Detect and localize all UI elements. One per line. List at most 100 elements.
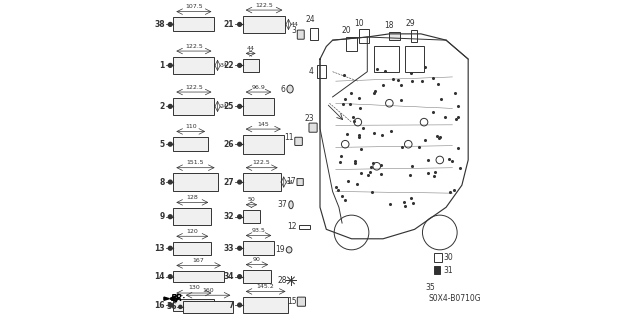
Point — [372, 67, 382, 72]
Text: 151.5: 151.5 — [187, 160, 204, 165]
Bar — [346, 37, 357, 51]
Point — [370, 89, 380, 94]
Point — [453, 104, 463, 109]
Bar — [243, 297, 289, 313]
Text: 160: 160 — [202, 288, 214, 293]
FancyBboxPatch shape — [298, 297, 305, 306]
Text: 30: 30 — [443, 253, 452, 262]
Point — [407, 164, 417, 169]
Polygon shape — [164, 297, 170, 300]
Point — [432, 133, 442, 138]
Point — [354, 132, 364, 137]
Text: 34: 34 — [285, 180, 294, 185]
Point — [435, 134, 445, 139]
Text: 12: 12 — [287, 222, 297, 231]
Bar — [173, 57, 214, 74]
Point — [420, 65, 430, 70]
Point — [348, 118, 358, 123]
Point — [386, 128, 396, 133]
Text: 21: 21 — [224, 20, 234, 29]
Circle shape — [237, 215, 241, 219]
Point — [338, 101, 348, 106]
Text: 4: 4 — [308, 67, 313, 76]
Text: 8: 8 — [159, 178, 165, 187]
Point — [346, 90, 356, 95]
Circle shape — [237, 105, 241, 108]
Point — [350, 160, 360, 166]
Text: 90: 90 — [253, 257, 261, 262]
Text: 27: 27 — [223, 178, 234, 187]
Point — [396, 83, 406, 88]
Circle shape — [237, 23, 241, 26]
Point — [357, 125, 367, 130]
Text: 145: 145 — [257, 122, 269, 127]
Point — [433, 81, 443, 86]
Circle shape — [168, 275, 172, 278]
Point — [455, 165, 465, 170]
Point — [451, 90, 461, 95]
Circle shape — [179, 305, 182, 308]
Bar — [173, 208, 211, 226]
Point — [340, 197, 350, 203]
Text: 128: 128 — [186, 195, 198, 200]
Point — [417, 78, 427, 83]
Bar — [173, 173, 218, 191]
Point — [385, 201, 396, 206]
Text: 44: 44 — [291, 22, 298, 27]
Point — [366, 164, 376, 169]
Text: 29: 29 — [406, 19, 415, 28]
Text: 122.5: 122.5 — [185, 43, 203, 48]
Text: 26: 26 — [224, 140, 234, 149]
Point — [377, 133, 387, 138]
Point — [388, 76, 398, 81]
Text: 34: 34 — [224, 272, 234, 281]
Text: 14: 14 — [154, 272, 165, 281]
FancyBboxPatch shape — [298, 30, 304, 39]
Text: 6: 6 — [280, 85, 285, 93]
Bar — [434, 253, 442, 263]
Point — [369, 91, 380, 96]
Point — [408, 200, 418, 205]
Circle shape — [168, 142, 172, 146]
Text: 18: 18 — [385, 21, 394, 30]
Bar — [243, 270, 271, 283]
Bar — [389, 32, 401, 40]
Text: 96.9: 96.9 — [252, 85, 266, 90]
Text: 16: 16 — [154, 300, 165, 309]
Bar — [299, 225, 310, 229]
Point — [428, 109, 438, 115]
Text: 93.5: 93.5 — [252, 228, 266, 233]
Point — [345, 101, 355, 107]
Point — [433, 135, 444, 140]
Text: 36: 36 — [166, 302, 177, 311]
Point — [367, 160, 378, 165]
Point — [376, 162, 386, 167]
Text: 19: 19 — [275, 245, 285, 254]
Text: 38: 38 — [154, 20, 165, 29]
Ellipse shape — [289, 201, 293, 209]
Text: 120: 120 — [186, 229, 198, 234]
Point — [352, 182, 362, 187]
Point — [406, 79, 417, 84]
Point — [414, 144, 424, 149]
Bar — [243, 135, 284, 154]
Text: 50: 50 — [248, 197, 255, 202]
Text: S0X4-B0710G: S0X4-B0710G — [429, 294, 481, 303]
Text: 107.5: 107.5 — [185, 4, 203, 9]
Bar — [243, 16, 285, 33]
Point — [406, 71, 416, 76]
Bar — [243, 173, 280, 191]
Point — [369, 130, 380, 136]
Point — [337, 194, 347, 199]
Point — [422, 170, 433, 175]
Circle shape — [237, 246, 241, 250]
Bar — [434, 266, 440, 274]
Point — [396, 98, 406, 103]
Text: 145.2: 145.2 — [257, 284, 275, 289]
Text: 22: 22 — [224, 61, 234, 70]
Point — [354, 135, 364, 140]
Text: 7: 7 — [229, 300, 234, 309]
Point — [378, 82, 388, 87]
Point — [452, 115, 463, 120]
Point — [444, 157, 454, 162]
